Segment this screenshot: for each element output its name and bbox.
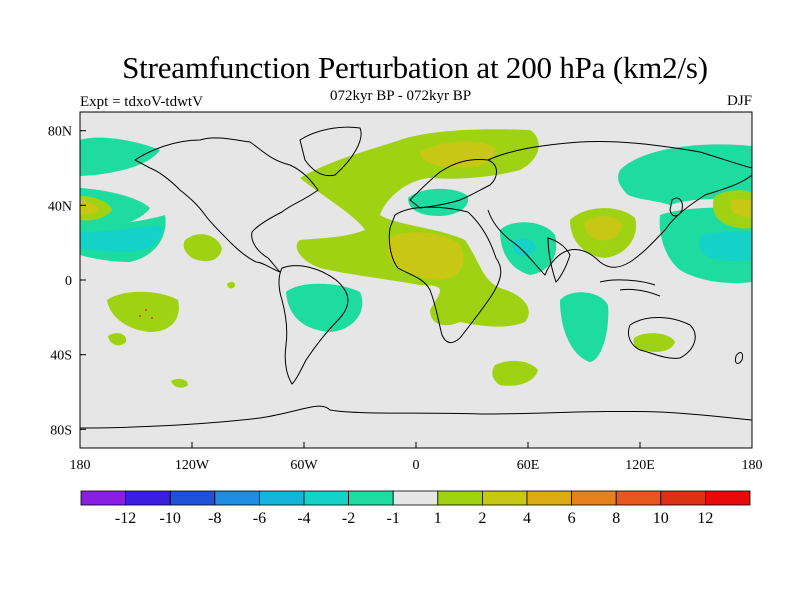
colorbar-swatch (303, 490, 349, 506)
x-tick-label: 0 (413, 458, 420, 473)
anomaly-region (633, 333, 675, 352)
colorbar-label: -6 (253, 510, 266, 527)
anomaly-region (296, 129, 539, 327)
y-tick-label: 40S (50, 349, 72, 364)
anomaly-region (730, 199, 752, 217)
x-tick-label: 180 (742, 458, 763, 473)
colorbar-swatch (526, 490, 572, 506)
colorbar-label: 10 (653, 510, 669, 527)
colorbar-label: 4 (523, 510, 531, 527)
colorbar-label: -10 (160, 510, 181, 527)
anomaly-region (108, 333, 127, 346)
colorbar-label: 12 (697, 510, 713, 527)
x-tick-label: 180 (70, 458, 91, 473)
coastline-antarctica (80, 405, 752, 429)
colorbar-swatch (258, 490, 305, 506)
anomaly-region (420, 141, 496, 168)
colorbar-label: 1 (434, 510, 442, 527)
colorbar-label: 6 (568, 510, 576, 527)
colorbar-label: -8 (208, 510, 221, 527)
colorbar: -12 -10 -8 -6 -4 -2 -1 1 2 4 6 8 10 12 (80, 490, 751, 527)
anomaly-region (560, 292, 609, 362)
coastline-south-america (278, 265, 349, 385)
anomaly-region (584, 216, 622, 241)
anomaly-region (80, 200, 100, 214)
colorbar-label: 8 (612, 510, 620, 527)
anomaly-region (80, 137, 160, 176)
x-axis: 180 120W 60W 0 60E 120E 180 (70, 442, 763, 473)
x-tick-label: 120W (175, 458, 210, 473)
x-tick-label: 60W (290, 458, 318, 473)
coastline-india (547, 237, 571, 283)
anomaly-region (107, 291, 179, 332)
coastline-australia (627, 317, 696, 359)
coastline-new-zealand (735, 352, 743, 364)
colorbar-swatch (348, 490, 394, 506)
colorbar-label: -4 (297, 510, 310, 527)
y-axis: 80N 40N 0 40S 80S (48, 125, 86, 438)
colorbar-swatch (214, 490, 260, 506)
colorbar-swatch (571, 490, 617, 506)
anomaly-region (183, 234, 222, 262)
y-tick-label: 0 (65, 274, 72, 289)
colorbar-label: -2 (342, 510, 355, 527)
experiment-label: Expt = tdxoV-tdwtV (80, 94, 203, 110)
colorbar-swatch (392, 490, 439, 506)
colorbar-label: 2 (478, 510, 486, 527)
anomaly-region (618, 144, 752, 205)
season-label: DJF (726, 93, 752, 109)
coastline-japan (669, 197, 683, 217)
y-tick-label: 80S (50, 423, 72, 438)
anomaly-region (80, 225, 162, 252)
anomaly-region (492, 360, 538, 386)
y-tick-label: 80N (48, 125, 72, 140)
coastline-asia (487, 141, 752, 276)
colorbar-swatch (481, 490, 528, 506)
coastlines (80, 126, 752, 429)
anomaly-region (227, 281, 236, 289)
x-tick-label: 120E (625, 458, 655, 473)
anomaly-field (80, 129, 752, 388)
chart-title: Streamfunction Perturbation at 200 hPa (… (122, 50, 708, 85)
colorbar-swatch (437, 490, 483, 506)
anomaly-region (388, 232, 464, 280)
chart-subtitle: 072kyr BP - 072kyr BP (330, 88, 472, 104)
x-tick-label: 60E (517, 458, 540, 473)
colorbar-swatch (615, 490, 662, 506)
anomaly-region (171, 378, 188, 388)
anomaly-region (286, 283, 363, 332)
coastline-europe (409, 159, 497, 209)
colorbar-swatch (660, 490, 706, 506)
y-tick-label: 40N (48, 199, 72, 214)
anomaly-region (698, 231, 752, 262)
coastline-africa (388, 206, 502, 343)
colorbar-label: -12 (115, 510, 136, 527)
coastline-north-america (134, 137, 319, 273)
colorbar-swatch (705, 490, 751, 506)
colorbar-swatch (80, 490, 126, 506)
anomaly-region (512, 238, 536, 257)
colorbar-swatch (169, 490, 216, 506)
colorbar-swatch (125, 490, 171, 506)
coastline-indonesia (599, 279, 661, 297)
colorbar-label: -1 (387, 510, 400, 527)
coastline-greenland (299, 126, 362, 177)
